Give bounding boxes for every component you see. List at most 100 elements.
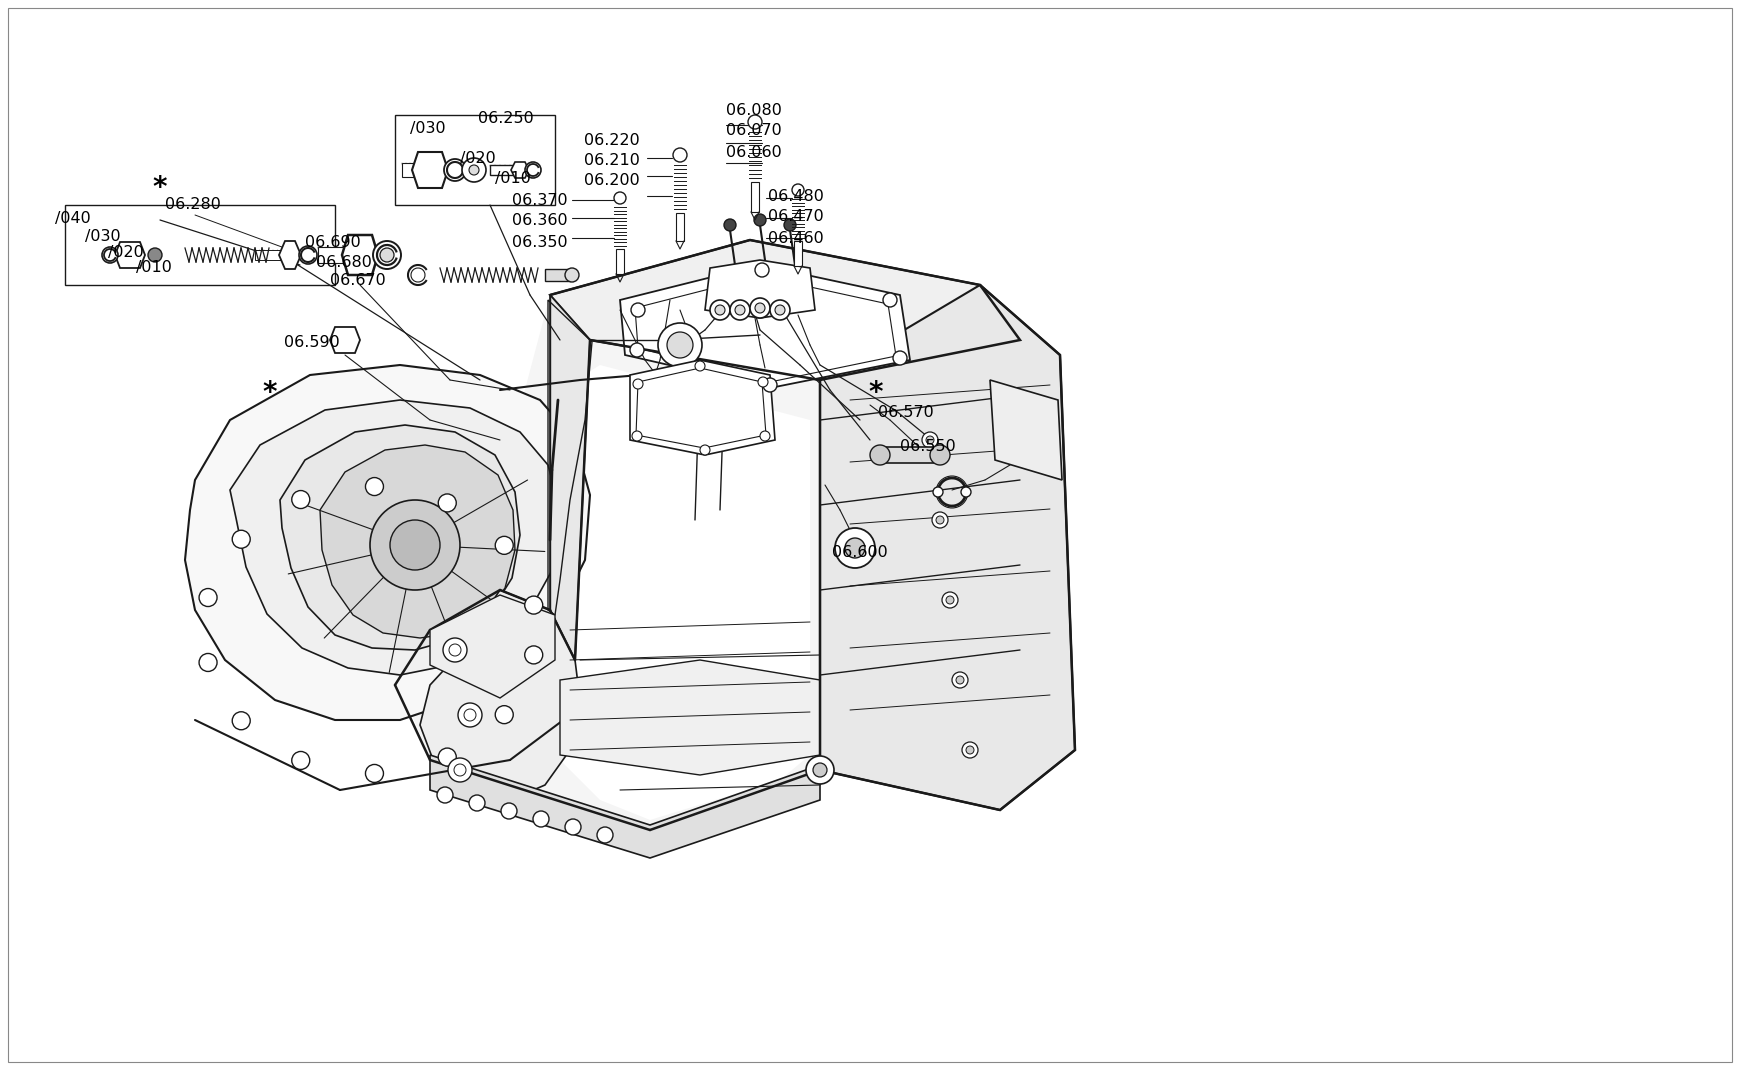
Polygon shape bbox=[320, 445, 515, 638]
Bar bbox=[793, 241, 802, 266]
Circle shape bbox=[565, 268, 579, 282]
Bar bbox=[395, 114, 555, 205]
Circle shape bbox=[436, 788, 452, 802]
Circle shape bbox=[730, 300, 750, 320]
Polygon shape bbox=[550, 295, 590, 660]
Bar bbox=[402, 163, 423, 177]
Circle shape bbox=[710, 300, 730, 320]
Polygon shape bbox=[511, 162, 529, 178]
Polygon shape bbox=[184, 365, 590, 720]
Polygon shape bbox=[550, 240, 1019, 380]
Text: /040: /040 bbox=[56, 211, 90, 226]
Circle shape bbox=[633, 379, 643, 389]
Circle shape bbox=[390, 520, 440, 570]
Circle shape bbox=[955, 676, 963, 684]
Circle shape bbox=[932, 487, 943, 496]
Text: /030: /030 bbox=[410, 121, 445, 136]
Circle shape bbox=[631, 431, 642, 441]
Bar bbox=[616, 249, 624, 274]
Circle shape bbox=[758, 377, 767, 387]
Text: 06.080: 06.080 bbox=[725, 103, 781, 118]
Circle shape bbox=[932, 513, 948, 528]
Polygon shape bbox=[343, 235, 377, 275]
Circle shape bbox=[231, 531, 250, 548]
Circle shape bbox=[892, 351, 906, 365]
Circle shape bbox=[443, 159, 466, 181]
Polygon shape bbox=[115, 242, 144, 268]
Circle shape bbox=[631, 303, 645, 317]
Circle shape bbox=[770, 300, 790, 320]
Text: 06.670: 06.670 bbox=[330, 273, 386, 288]
Circle shape bbox=[525, 596, 543, 614]
Circle shape bbox=[501, 802, 516, 819]
Bar bbox=[544, 269, 570, 281]
Circle shape bbox=[929, 445, 949, 465]
Circle shape bbox=[960, 487, 970, 496]
Circle shape bbox=[925, 435, 934, 444]
Circle shape bbox=[753, 214, 765, 226]
Text: 06.600: 06.600 bbox=[831, 545, 887, 560]
Circle shape bbox=[936, 516, 944, 524]
Circle shape bbox=[443, 638, 466, 662]
Polygon shape bbox=[419, 590, 579, 800]
Circle shape bbox=[299, 246, 316, 264]
Polygon shape bbox=[619, 265, 909, 388]
Circle shape bbox=[755, 303, 765, 314]
Circle shape bbox=[784, 219, 795, 231]
Circle shape bbox=[962, 742, 977, 758]
Circle shape bbox=[457, 703, 482, 727]
Circle shape bbox=[148, 248, 162, 262]
Circle shape bbox=[372, 241, 400, 269]
Circle shape bbox=[379, 248, 393, 262]
Circle shape bbox=[496, 705, 513, 723]
Text: 06.070: 06.070 bbox=[725, 122, 781, 138]
Bar bbox=[318, 247, 346, 263]
Text: 06.470: 06.470 bbox=[767, 209, 823, 224]
Circle shape bbox=[666, 332, 692, 358]
Circle shape bbox=[438, 494, 456, 511]
Text: 06.550: 06.550 bbox=[899, 439, 955, 454]
Polygon shape bbox=[989, 380, 1061, 480]
Circle shape bbox=[103, 247, 118, 263]
Circle shape bbox=[365, 764, 383, 782]
Circle shape bbox=[835, 528, 875, 568]
Bar bbox=[751, 182, 758, 212]
Polygon shape bbox=[819, 285, 1075, 810]
Bar bbox=[64, 205, 336, 285]
Circle shape bbox=[922, 432, 937, 448]
Text: 06.350: 06.350 bbox=[511, 234, 567, 249]
Circle shape bbox=[464, 709, 476, 721]
Text: /010: /010 bbox=[494, 170, 530, 185]
Text: /020: /020 bbox=[459, 151, 496, 166]
Text: 06.480: 06.480 bbox=[767, 188, 823, 203]
Circle shape bbox=[630, 343, 643, 357]
Circle shape bbox=[763, 378, 777, 392]
Circle shape bbox=[470, 795, 485, 811]
Polygon shape bbox=[400, 295, 819, 830]
Bar bbox=[880, 447, 939, 463]
Text: 06.370: 06.370 bbox=[511, 193, 567, 208]
Text: 06.360: 06.360 bbox=[511, 213, 567, 228]
Circle shape bbox=[470, 165, 478, 175]
Circle shape bbox=[941, 592, 958, 608]
Text: 06.210: 06.210 bbox=[584, 153, 640, 168]
Circle shape bbox=[449, 644, 461, 656]
Circle shape bbox=[532, 811, 550, 827]
Circle shape bbox=[370, 500, 459, 590]
Circle shape bbox=[805, 756, 833, 784]
Circle shape bbox=[845, 538, 864, 557]
Text: 06.060: 06.060 bbox=[725, 144, 781, 159]
Circle shape bbox=[673, 148, 687, 162]
Text: 06.250: 06.250 bbox=[478, 110, 534, 125]
Circle shape bbox=[774, 305, 784, 315]
Text: 06.590: 06.590 bbox=[283, 335, 339, 350]
Circle shape bbox=[292, 490, 310, 508]
Text: /020: /020 bbox=[108, 245, 144, 260]
Circle shape bbox=[198, 588, 217, 607]
Circle shape bbox=[454, 764, 466, 776]
Polygon shape bbox=[330, 327, 360, 353]
Text: *: * bbox=[263, 379, 277, 407]
Polygon shape bbox=[704, 260, 814, 318]
Circle shape bbox=[463, 158, 485, 182]
Text: 06.220: 06.220 bbox=[584, 133, 640, 148]
